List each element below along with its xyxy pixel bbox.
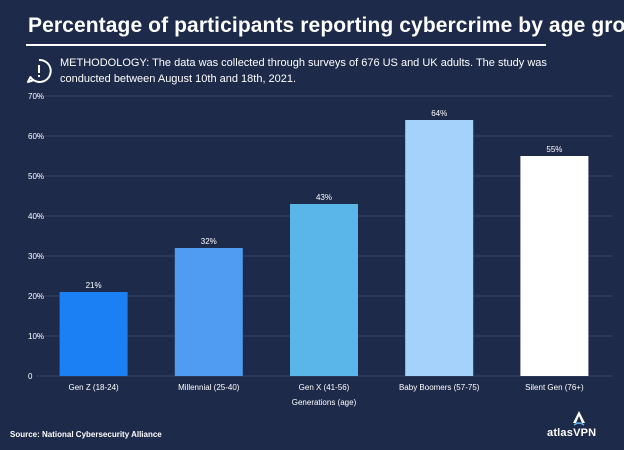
bar bbox=[405, 120, 474, 376]
atlasvpn-logo-icon bbox=[573, 411, 585, 426]
y-tick-label: 0 bbox=[28, 372, 33, 381]
x-tick-label: Gen Z (18-24) bbox=[68, 383, 119, 392]
bar bbox=[59, 292, 128, 376]
atlasvpn-logo-text: atlasVPN bbox=[547, 427, 597, 439]
x-axis-title: Generations (age) bbox=[292, 398, 357, 407]
y-tick-label: 60% bbox=[28, 132, 44, 141]
data-label: 55% bbox=[546, 145, 562, 154]
y-tick-label: 10% bbox=[28, 332, 44, 341]
bar bbox=[174, 248, 243, 376]
x-tick-label: Baby Boomers (57-75) bbox=[399, 383, 480, 392]
methodology-note: METHODOLOGY: The data was collected thro… bbox=[60, 57, 547, 85]
x-tick-label: Millennial (25-40) bbox=[178, 383, 240, 392]
y-tick-label: 30% bbox=[28, 252, 44, 261]
y-tick-label: 40% bbox=[28, 212, 44, 221]
data-label: 64% bbox=[431, 109, 447, 118]
x-tick-label: Silent Gen (76+) bbox=[525, 383, 584, 392]
title-underline bbox=[26, 44, 546, 46]
y-tick-label: 20% bbox=[28, 292, 44, 301]
data-label: 21% bbox=[86, 281, 102, 290]
source-note: Source: National Cybersecurity Alliance bbox=[10, 430, 162, 439]
x-tick-label: Gen X (41-56) bbox=[299, 383, 350, 392]
data-label: 32% bbox=[201, 237, 217, 246]
bar bbox=[520, 156, 589, 376]
y-tick-label: 50% bbox=[28, 172, 44, 181]
y-tick-label: 70% bbox=[28, 92, 44, 101]
data-label: 43% bbox=[316, 193, 332, 202]
exclamation-bubble-icon bbox=[27, 58, 52, 83]
bar bbox=[290, 204, 358, 376]
chart-title: Percentage of participants reporting cyb… bbox=[28, 14, 624, 37]
